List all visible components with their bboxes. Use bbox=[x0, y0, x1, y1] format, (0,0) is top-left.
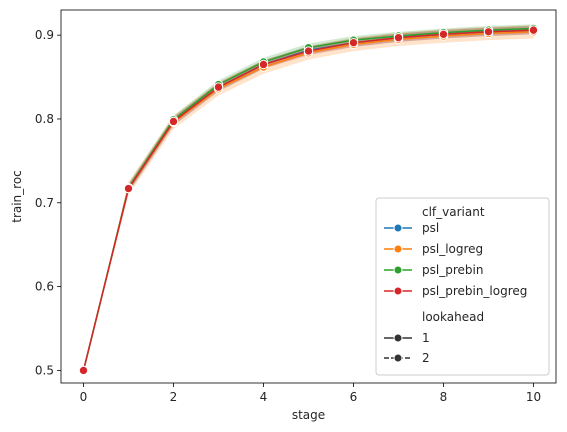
point-psl_prebin_logreg-9 bbox=[483, 27, 494, 37]
point-psl_prebin_logreg-4 bbox=[258, 59, 269, 70]
x-tick-label: 6 bbox=[350, 390, 358, 404]
y-tick-label: 0.9 bbox=[35, 28, 54, 42]
confidence-bands bbox=[83, 24, 534, 371]
y-axis-ticks: 0.5 0.6 0.7 0.8 0.9 bbox=[35, 28, 61, 377]
point-psl_prebin_logreg-5 bbox=[303, 46, 314, 56]
x-tick-label: 0 bbox=[80, 390, 88, 404]
legend-entry-psl: psl bbox=[422, 221, 439, 235]
legend-box bbox=[375, 197, 550, 376]
legend-swatch-marker bbox=[393, 223, 403, 233]
legend-swatch-marker bbox=[393, 286, 403, 296]
x-tick-label: 8 bbox=[440, 390, 448, 404]
point-psl_prebin_logreg-1 bbox=[123, 183, 134, 194]
point-psl_prebin_logreg-10 bbox=[528, 25, 539, 35]
legend-style-marker bbox=[393, 333, 403, 343]
y-tick-label: 0.5 bbox=[35, 363, 54, 377]
point-psl_prebin_logreg-3 bbox=[213, 82, 224, 92]
x-tick-label: 2 bbox=[170, 390, 178, 404]
legend-entry-psl_prebin: psl_prebin bbox=[422, 263, 483, 277]
point-psl_prebin_logreg-0 bbox=[78, 365, 89, 376]
legend-style-entry: 2 bbox=[422, 351, 430, 365]
x-tick-label: 10 bbox=[526, 390, 541, 404]
band-psl_logreg bbox=[83, 25, 534, 371]
y-axis-label: train_roc bbox=[10, 170, 24, 223]
x-axis-ticks: 0 2 4 6 8 10 bbox=[80, 383, 541, 404]
legend-swatch-marker bbox=[393, 244, 403, 254]
y-tick-label: 0.8 bbox=[35, 112, 54, 126]
legend: clf_variant psl psl_logreg psl_prebin psl_p… bbox=[375, 197, 550, 376]
y-tick-label: 0.6 bbox=[35, 280, 54, 294]
point-psl_prebin_logreg-6 bbox=[348, 37, 359, 48]
point-psl_prebin_logreg-7 bbox=[393, 32, 404, 43]
point-psl_prebin_logreg-2 bbox=[168, 116, 179, 127]
legend-swatch-marker bbox=[393, 265, 403, 275]
point-psl_prebin_logreg-8 bbox=[438, 29, 449, 40]
x-tick-label: 4 bbox=[260, 390, 268, 404]
series-markers bbox=[78, 23, 539, 376]
legend-style-title: lookahead bbox=[422, 310, 484, 324]
legend-style-marker bbox=[393, 353, 403, 363]
x-axis-label: stage bbox=[292, 408, 325, 422]
legend-entry-psl_logreg: psl_logreg bbox=[422, 242, 483, 256]
legend-style-entry: 1 bbox=[422, 331, 430, 345]
plot-frame bbox=[60, 9, 557, 384]
y-tick-label: 0.7 bbox=[35, 196, 54, 210]
legend-entry-psl_prebin_logreg: psl_prebin_logreg bbox=[422, 284, 527, 298]
legend-hue-title: clf_variant bbox=[422, 205, 485, 219]
